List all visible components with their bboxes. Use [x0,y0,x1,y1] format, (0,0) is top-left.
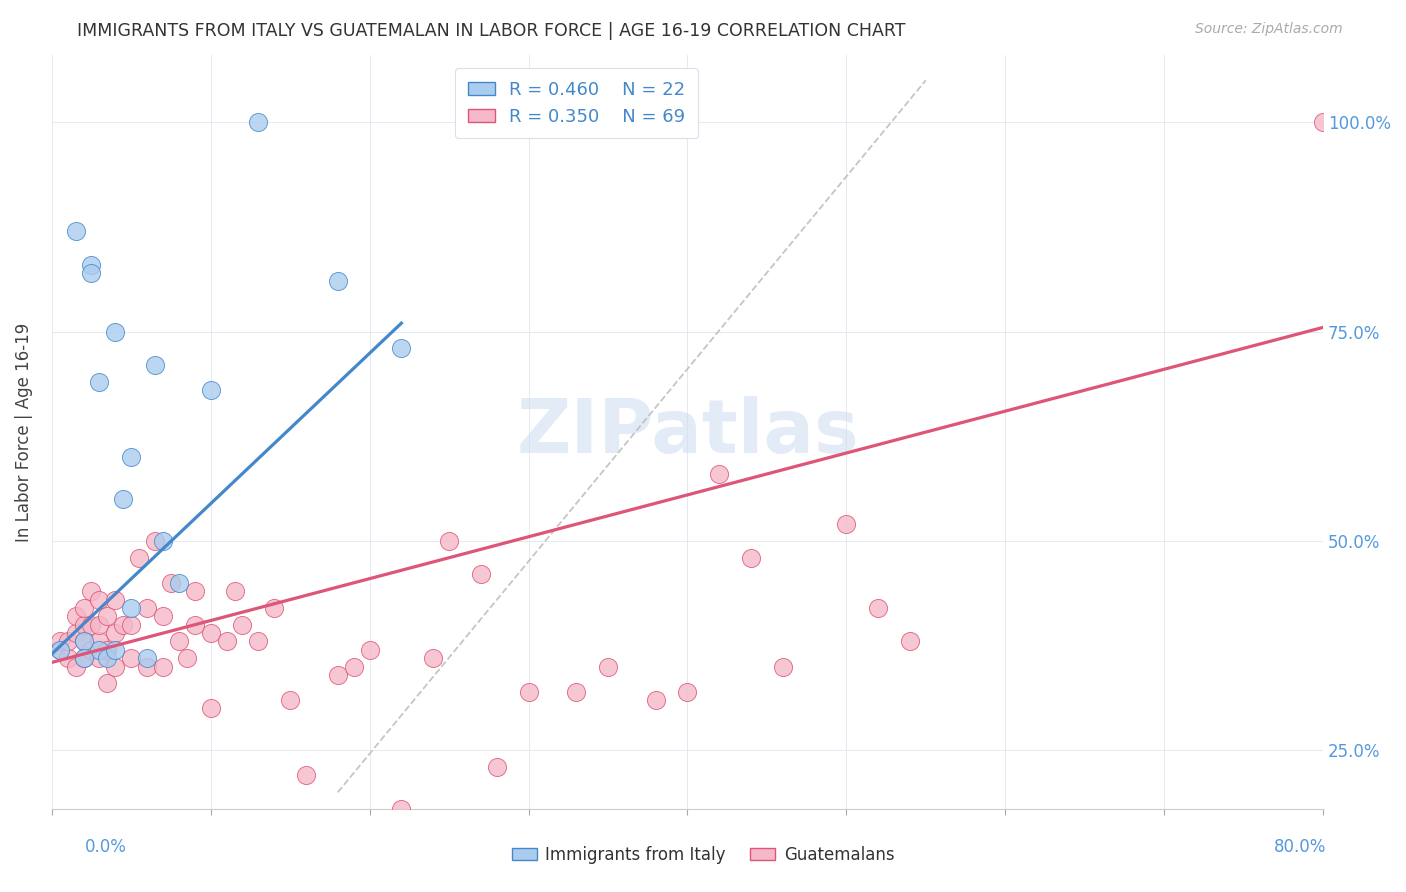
Point [898,634,921,648]
Point [89,643,111,657]
Point [224,584,246,599]
Point [152,533,174,548]
Point [167,575,190,590]
Point [104,643,127,657]
Point [80,584,103,599]
Point [65,609,87,624]
Point [112,492,135,507]
Point [1026,844,1049,858]
Point [868,601,890,615]
Point [136,659,159,673]
Point [72,634,94,648]
Point [200,701,222,715]
Point [80,617,103,632]
Point [89,651,111,665]
Point [247,115,270,129]
Point [48,634,70,648]
Point [80,258,103,272]
Point [359,643,381,657]
Point [676,684,699,698]
Point [200,383,222,397]
Point [152,659,174,673]
Point [65,224,87,238]
Point [709,467,731,481]
Point [1312,115,1334,129]
Point [89,592,111,607]
Point [644,693,666,707]
Point [72,651,94,665]
Text: IMMIGRANTS FROM ITALY VS GUATEMALAN IN LABOR FORCE | AGE 16-19 CORRELATION CHART: IMMIGRANTS FROM ITALY VS GUATEMALAN IN L… [77,22,905,40]
Text: Source: ZipAtlas.com: Source: ZipAtlas.com [1195,22,1343,37]
Point [120,617,142,632]
Point [104,325,127,339]
Point [112,617,135,632]
Point [231,617,253,632]
Point [740,550,762,565]
Point [343,659,366,673]
Point [65,626,87,640]
Text: 0.0%: 0.0% [84,838,127,855]
Point [152,609,174,624]
Point [104,592,127,607]
Point [80,266,103,280]
Point [72,634,94,648]
Point [184,617,207,632]
Point [48,643,70,657]
Point [215,634,238,648]
Point [120,601,142,615]
Point [96,609,118,624]
Point [89,634,111,648]
Point [65,659,87,673]
Point [128,550,150,565]
Point [596,659,619,673]
Point [96,643,118,657]
Text: 80.0%: 80.0% [1274,838,1327,855]
Point [56,634,79,648]
Point [389,341,412,355]
Legend: R = 0.460    N = 22, R = 0.350    N = 69: R = 0.460 N = 22, R = 0.350 N = 69 [456,68,697,138]
Point [96,651,118,665]
Point [89,617,111,632]
Point [184,584,207,599]
Point [96,676,118,690]
Point [56,651,79,665]
Point [263,601,285,615]
Point [278,693,301,707]
Point [120,450,142,465]
Y-axis label: In Labor Force | Age 16-19: In Labor Force | Age 16-19 [15,322,32,541]
Point [104,626,127,640]
Point [72,651,94,665]
Point [48,643,70,657]
Point [72,601,94,615]
Text: ZIPatlas: ZIPatlas [516,395,859,468]
Point [80,643,103,657]
Point [176,651,198,665]
Point [72,617,94,632]
Point [104,659,127,673]
Point [326,274,349,288]
Point [136,601,159,615]
Point [143,533,166,548]
Point [835,517,858,532]
Point [437,533,460,548]
Point [200,626,222,640]
Point [160,575,183,590]
Point [994,861,1017,875]
Point [143,358,166,372]
Point [326,668,349,682]
Point [136,651,159,665]
Point [772,659,794,673]
Point [470,567,492,582]
Point [389,802,412,816]
Point [422,651,444,665]
Point [120,651,142,665]
Point [485,760,508,774]
Point [247,634,270,648]
Legend: Immigrants from Italy, Guatemalans: Immigrants from Italy, Guatemalans [505,839,901,871]
Point [167,634,190,648]
Point [295,768,318,782]
Point [565,684,588,698]
Point [517,684,540,698]
Point [89,375,111,389]
